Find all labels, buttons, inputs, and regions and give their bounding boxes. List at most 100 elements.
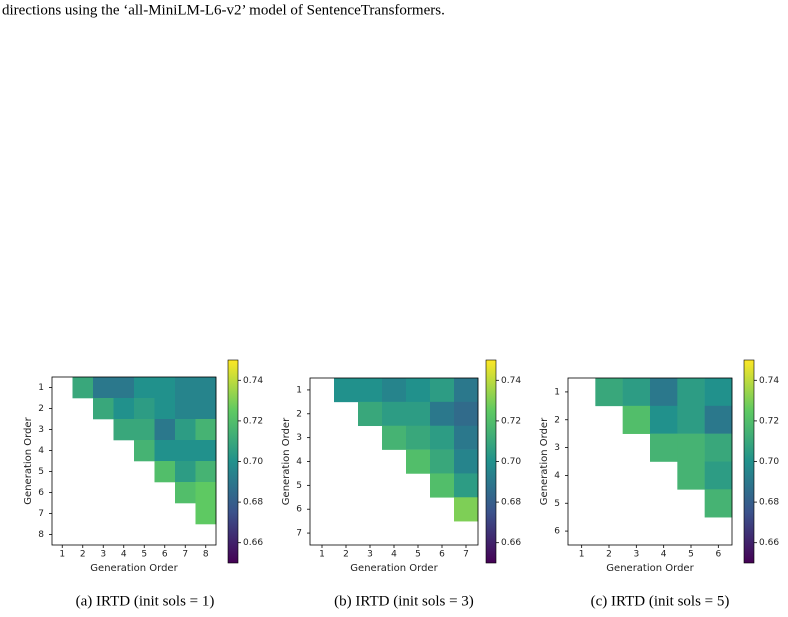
x-tick-label: 4 — [661, 550, 667, 560]
y-axis-title: Generation Order — [281, 417, 292, 505]
x-tick-label: 7 — [182, 550, 188, 560]
colorbar — [227, 359, 239, 564]
y-tick-label: 4 — [38, 446, 44, 456]
x-tick-label: 1 — [579, 550, 585, 560]
heatmap-cell — [406, 378, 431, 403]
heatmap-cell — [93, 377, 114, 399]
x-tick-label: 2 — [343, 550, 349, 560]
heatmap-cell — [334, 378, 359, 403]
heatmap-cell — [154, 377, 176, 399]
colorbar-tick-label: 0.74 — [501, 376, 521, 386]
heatmap-cell — [454, 401, 479, 427]
y-axis-title: Generation Order — [23, 416, 34, 504]
heatmap-cell — [454, 473, 479, 498]
y-axis-title: Generation Order — [539, 417, 550, 505]
x-tick-label: 5 — [415, 550, 421, 560]
heatmap-cell — [595, 378, 623, 407]
figure-caption: (a) IRTD (init sols = 1) — [76, 593, 215, 609]
heatmap-cell — [650, 378, 678, 407]
heatmap-cell — [358, 401, 383, 427]
heatmap-cell — [195, 440, 217, 462]
y-tick-label: 4 — [554, 471, 560, 481]
heatmap-cell — [93, 398, 114, 420]
y-tick-label: 1 — [554, 387, 560, 397]
y-tick-label: 8 — [38, 530, 44, 540]
heatmap-cell — [134, 377, 155, 399]
y-tick-label: 3 — [296, 433, 302, 443]
heatmap-cell — [134, 440, 155, 462]
heatmap-cell — [704, 461, 733, 490]
y-tick-label: 1 — [38, 383, 44, 393]
y-tick-label: 4 — [296, 457, 302, 467]
colorbar-tick-label: 0.66 — [759, 538, 779, 548]
heatmap-cell — [677, 378, 705, 407]
heatmap-cell — [134, 398, 155, 420]
x-tick-label: 3 — [367, 550, 373, 560]
y-tick-label: 5 — [38, 467, 44, 477]
colorbar-tick-label: 0.68 — [759, 498, 779, 508]
heatmap-cell — [72, 377, 94, 399]
y-tick-label: 5 — [554, 499, 560, 509]
heatmap-cell — [622, 378, 651, 407]
heatmap-cell — [175, 440, 196, 462]
heatmap-cell — [382, 401, 407, 427]
figure-caption: (c) IRTD (init sols = 5) — [591, 593, 730, 609]
heatmap-cell — [382, 378, 407, 403]
heatmap-cell — [622, 405, 651, 434]
heatmap-cell — [175, 461, 196, 483]
heatmap-cell — [154, 461, 176, 483]
x-axis-title: Generation Order — [350, 563, 438, 574]
x-axis-title: Generation Order — [606, 563, 694, 574]
y-tick-label: 7 — [38, 509, 44, 519]
x-tick-label: 4 — [121, 550, 127, 560]
x-tick-label: 6 — [162, 550, 168, 560]
x-tick-label: 3 — [633, 550, 639, 560]
heatmap-cell — [430, 449, 455, 474]
x-tick-label: 6 — [439, 550, 445, 560]
y-tick-label: 6 — [296, 505, 302, 515]
heatmap-cell — [454, 378, 479, 403]
y-tick-label: 2 — [554, 415, 560, 425]
y-tick-label: 1 — [296, 385, 302, 395]
x-tick-label: 6 — [715, 550, 721, 560]
heatmap-cell — [430, 401, 455, 427]
y-tick-label: 5 — [296, 481, 302, 491]
heatmap-cell — [154, 398, 176, 420]
figure-caption: (b) IRTD (init sols = 3) — [334, 593, 474, 609]
heatmap-cell — [175, 419, 196, 441]
heatmap-cell — [195, 419, 217, 441]
x-tick-label: 1 — [59, 550, 65, 560]
y-tick-label: 2 — [296, 409, 302, 419]
heatmap-cell — [175, 377, 196, 399]
x-tick-label: 4 — [391, 550, 397, 560]
colorbar — [485, 359, 497, 564]
colorbar-tick-label: 0.70 — [501, 457, 521, 467]
heatmap-cell — [113, 419, 135, 441]
heatmap-cell — [154, 419, 176, 441]
heatmap-cell — [113, 377, 135, 399]
heatmap-cell — [430, 378, 455, 403]
colorbar-tick-label: 0.74 — [759, 376, 779, 386]
plot-frame — [567, 377, 733, 546]
x-tick-label: 5 — [141, 550, 147, 560]
heatmap-cell — [406, 449, 431, 474]
colorbar-tick-label: 0.72 — [759, 416, 779, 426]
heatmap-cell — [134, 419, 155, 441]
x-tick-label: 1 — [319, 550, 325, 560]
colorbar-tick-label: 0.70 — [759, 457, 779, 467]
y-tick-label: 6 — [38, 488, 44, 498]
heatmap-cell — [704, 405, 733, 434]
colorbar-tick-label: 0.68 — [243, 498, 263, 508]
heatmap-cell — [175, 482, 196, 504]
heatmap-cell — [154, 440, 176, 462]
heatmap-cell — [650, 433, 678, 462]
heatmap-cell — [195, 503, 217, 525]
heatmap-cell — [195, 461, 217, 483]
x-tick-label: 3 — [100, 550, 106, 560]
x-tick-label: 2 — [80, 550, 86, 560]
colorbar-tick-label: 0.66 — [243, 538, 263, 548]
heatmap-cell — [382, 425, 407, 450]
x-tick-label: 5 — [688, 550, 694, 560]
heatmap-cell — [406, 401, 431, 427]
